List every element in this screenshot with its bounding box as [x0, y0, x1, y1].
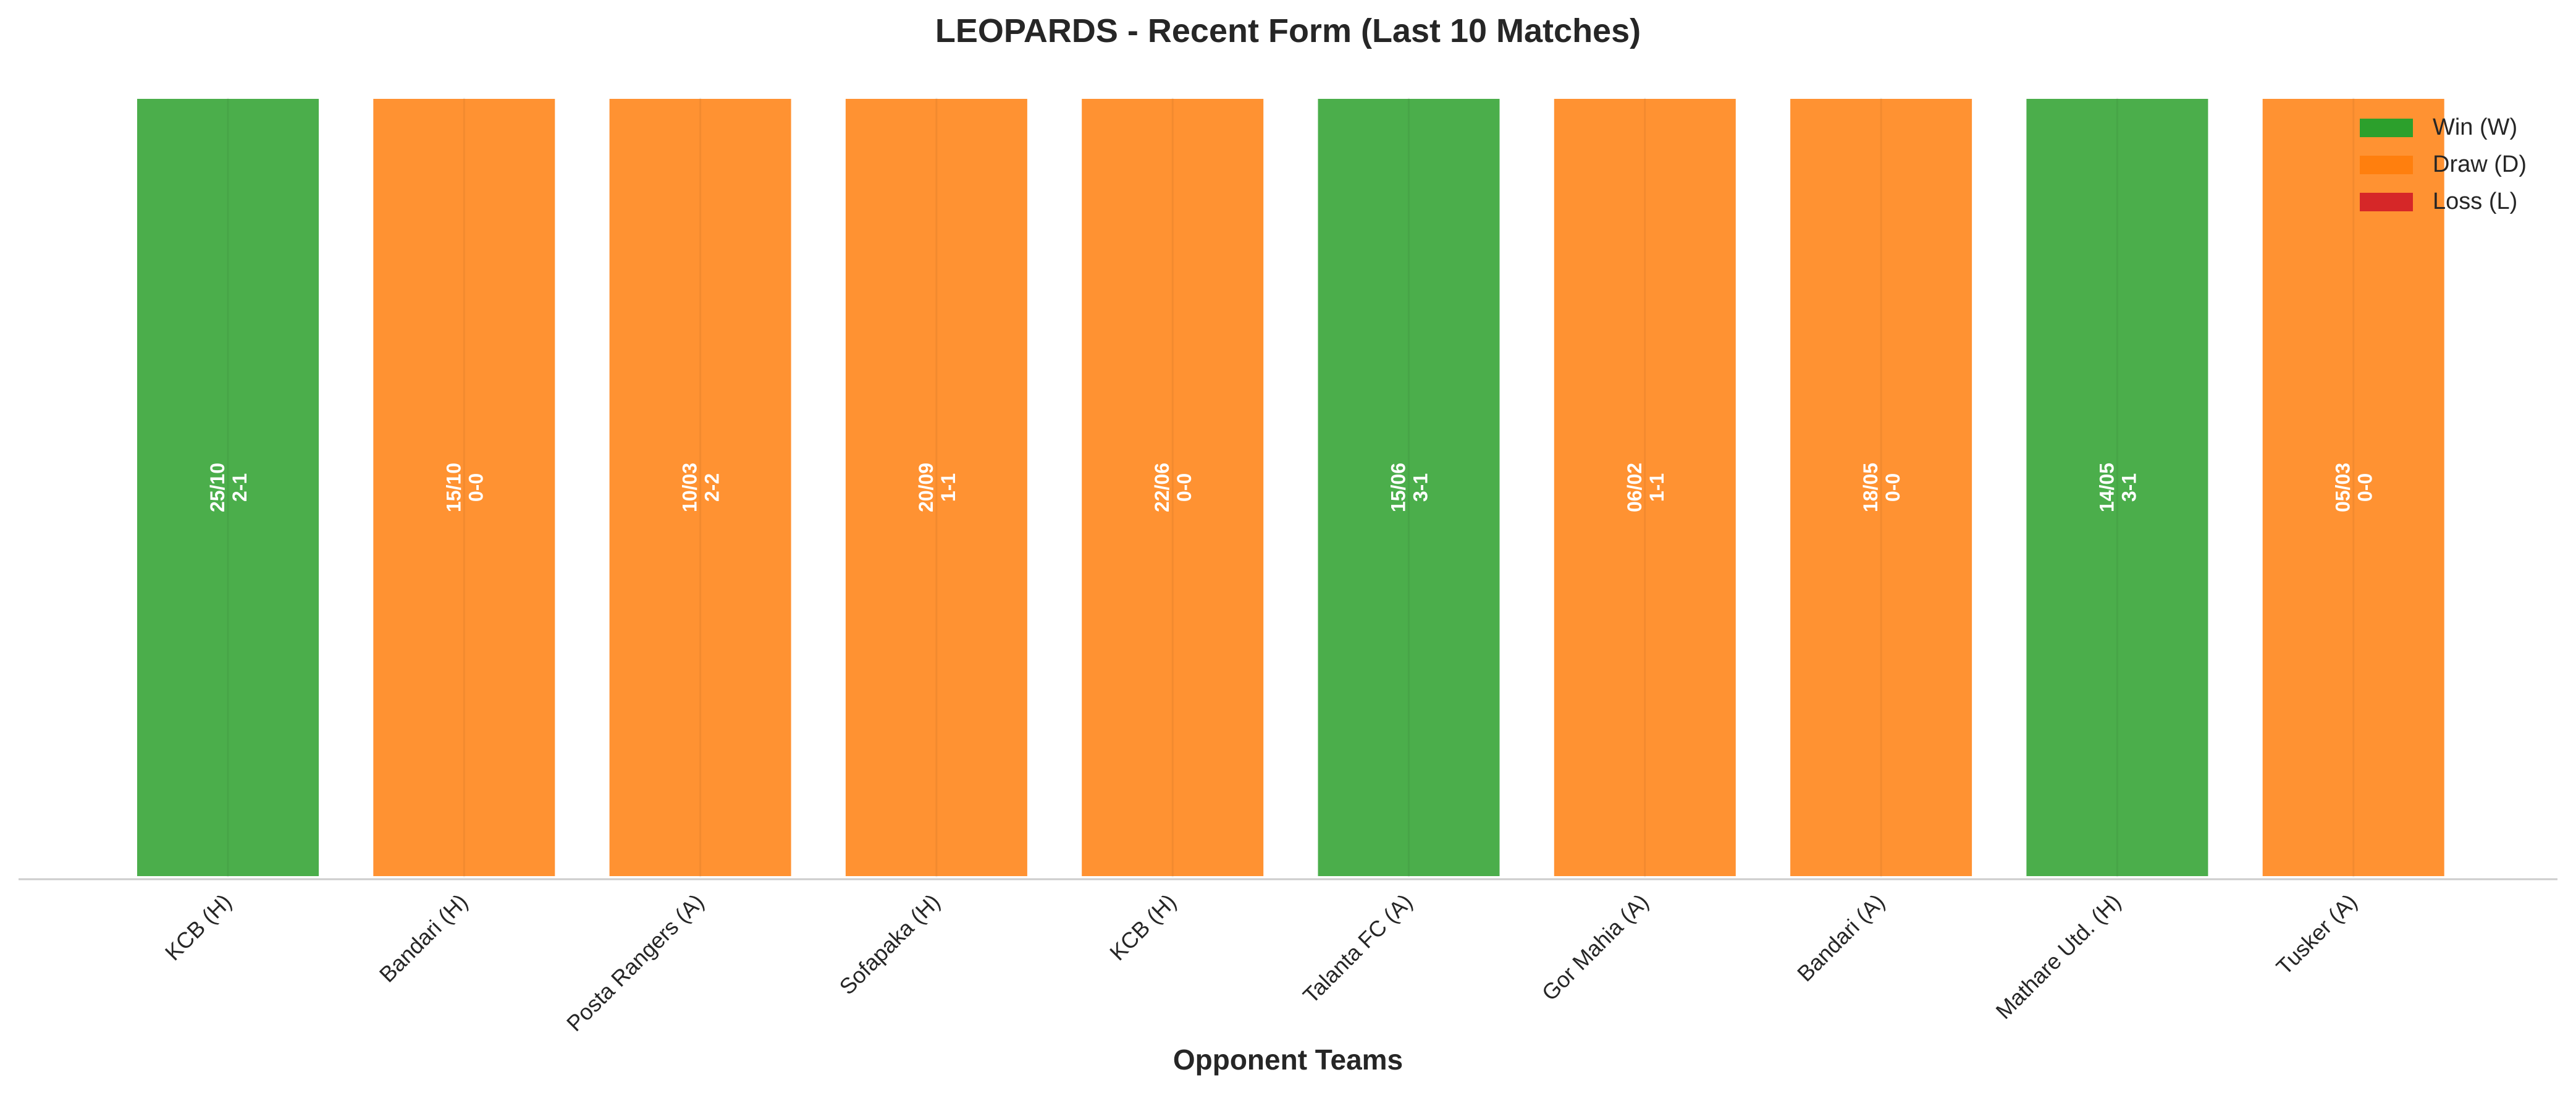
- bar-label-1: 25/102-1: [206, 463, 251, 512]
- x-tick-label-2: Bandari (H): [374, 889, 473, 987]
- bar-10: [2260, 96, 2447, 879]
- bar-3: [607, 96, 794, 879]
- bar-4: [843, 96, 1030, 879]
- x-tick-label-8: Bandari (A): [1792, 889, 1890, 987]
- bar-label-3: 10/032-2: [679, 463, 723, 512]
- match-score: 1-1: [937, 473, 959, 502]
- match-date: 20/09: [915, 463, 937, 512]
- legend-swatch-w: [2360, 119, 2413, 137]
- bar-label-7: 06/021-1: [1623, 463, 1668, 512]
- match-score: 0-0: [1882, 473, 1904, 502]
- bar-label-5: 22/060-0: [1151, 463, 1195, 512]
- legend-label-l: Loss (L): [2433, 188, 2517, 214]
- match-date: 05/03: [2332, 463, 2354, 512]
- match-score: 2-2: [701, 473, 723, 502]
- legend-swatch-l: [2360, 193, 2413, 211]
- bar-9: [2024, 96, 2211, 879]
- bar-1: [135, 96, 321, 879]
- bars-group: 25/102-1 15/100-0 10/032-2 20/091-1 22/060-0…: [135, 96, 2447, 879]
- match-date: 06/02: [1623, 463, 1646, 512]
- x-tick-label-3: Posta Rangers (A): [562, 889, 709, 1036]
- match-score: 0-0: [465, 473, 487, 502]
- bar-label-2: 15/100-0: [442, 463, 487, 512]
- match-score: 3-1: [1410, 473, 1432, 502]
- x-tick-label-7: Gor Mahia (A): [1537, 889, 1654, 1006]
- bar-label-4: 20/091-1: [915, 463, 959, 512]
- x-tick-label-6: Talanta FC (A): [1298, 889, 1417, 1008]
- bar-2: [371, 96, 558, 879]
- bar-5: [1079, 96, 1266, 879]
- x-tick-label-5: KCB (H): [1105, 889, 1181, 966]
- bar-8: [1788, 96, 1975, 879]
- match-date: 10/03: [679, 463, 701, 512]
- bar-label-9: 14/053-1: [2095, 463, 2140, 512]
- bar-7: [1551, 96, 1738, 879]
- match-score: 0-0: [2354, 473, 2376, 502]
- match-date: 14/05: [2095, 463, 2118, 512]
- chart-title: LEOPARDS - Recent Form (Last 10 Matches): [935, 12, 1641, 49]
- legend: Win (W) Draw (D) Loss (L): [2360, 114, 2527, 214]
- bar-label-8: 18/050-0: [1859, 463, 1904, 512]
- x-tick-label-4: Sofapaka (H): [835, 889, 945, 1000]
- match-date: 18/05: [1859, 463, 1882, 512]
- match-score: 0-0: [1173, 473, 1195, 502]
- bar-6: [1315, 96, 1502, 879]
- match-date: 25/10: [206, 463, 229, 512]
- bar-label-6: 15/063-1: [1387, 463, 1432, 512]
- match-date: 15/10: [442, 463, 465, 512]
- bar-label-10: 05/030-0: [2332, 463, 2376, 512]
- legend-label-w: Win (W): [2433, 114, 2517, 140]
- legend-swatch-d: [2360, 156, 2413, 174]
- match-score: 2-1: [229, 473, 251, 502]
- legend-label-d: Draw (D): [2433, 151, 2527, 177]
- x-tick-label-1: KCB (H): [160, 889, 237, 966]
- match-score: 1-1: [1646, 473, 1668, 502]
- x-axis-label: Opponent Teams: [1173, 1044, 1403, 1076]
- match-score: 3-1: [2118, 473, 2140, 502]
- x-tick-labels: KCB (H) Bandari (H) Posta Rangers (A) Sofap…: [160, 889, 2362, 1036]
- match-date: 15/06: [1387, 463, 1410, 512]
- x-tick-label-10: Tusker (A): [2271, 889, 2362, 980]
- x-tick-label-9: Mathare Utd. (H): [1991, 889, 2126, 1024]
- match-date: 22/06: [1151, 463, 1173, 512]
